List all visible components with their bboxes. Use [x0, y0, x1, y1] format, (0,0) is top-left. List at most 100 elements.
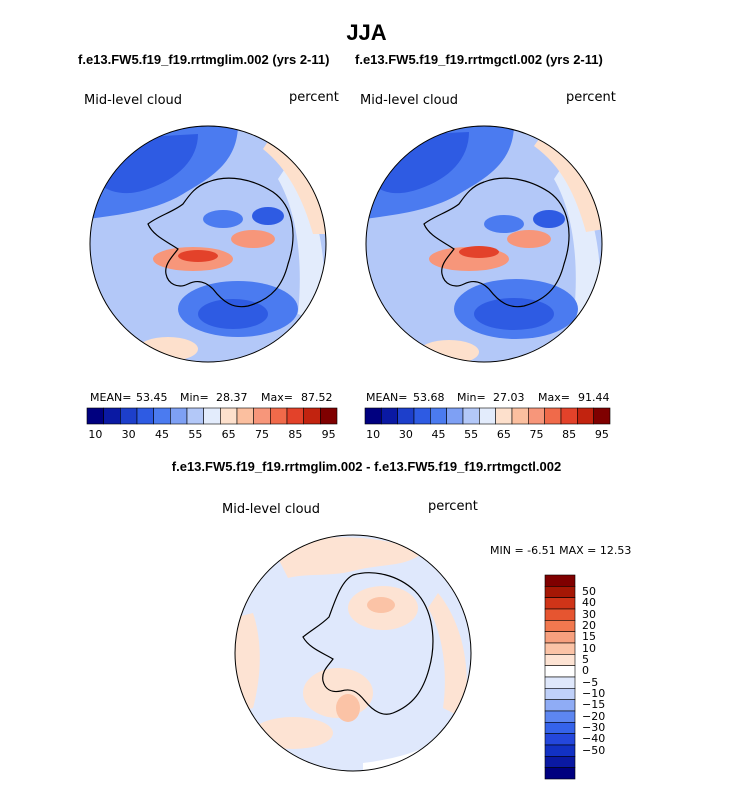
panel-2-colorbar-swatch: [495, 407, 513, 425]
panel-3-colorbar-tick-label: −20: [582, 709, 606, 723]
panel-2-colorbar-swatch: [511, 407, 529, 425]
panel-1-colorbar-tick-label: 65: [221, 428, 236, 441]
panel-2-blue-region-northeast: [533, 210, 565, 228]
panel-2-antarctica-outline: [423, 177, 570, 308]
panel-2-colorbar-swatch: [544, 407, 562, 425]
panel-2-colorbar-tick-label: 45: [431, 428, 446, 441]
panel-1-colorbar-swatch: [220, 407, 238, 425]
panel-2-colorbar-tick-label: 55: [464, 428, 479, 441]
panel-2-colorbar-tick-label: 10: [366, 428, 381, 441]
panel-1-blue-region-south-core: [198, 299, 268, 329]
panel-2-colorbar-swatch: [446, 407, 464, 425]
panel-2-field-label: Mid-level cloud: [360, 93, 459, 108]
panel-2-colorbar-tick-label: 30: [398, 428, 413, 441]
panel-2-colorbar-swatch: [397, 407, 415, 425]
panel-1-colorbar-swatch: [253, 407, 271, 425]
panel-1-red-region-center: [231, 230, 275, 248]
panel-1-blue-region-northeast: [252, 207, 284, 225]
panel-1-max-value: 87.52: [301, 391, 333, 404]
panel-3-colorbar-tick-label: −5: [582, 675, 599, 689]
panel-1-peach-region-northeast: [263, 134, 326, 234]
panel-3-colorbar-swatch: [544, 767, 576, 780]
panel-1-colorbar-swatch: [120, 407, 138, 425]
panel-2-peach-region-northeast: [534, 132, 602, 232]
panel-3-colorbar-tick-label: −50: [582, 743, 606, 757]
panel-3-colorbar-tick-label: −10: [582, 687, 606, 700]
panel-2-colorbar-tick-label: 85: [562, 428, 577, 441]
panel-1-blue-region-north: [203, 210, 243, 228]
panel-1-colorbar-swatch: [186, 407, 204, 425]
panel-2-mean-label: MEAN=: [366, 391, 408, 404]
panel-3-colorbar-tick-label: 10: [582, 641, 596, 655]
panel-3-colorbar-swatch: [544, 642, 576, 655]
panel-2-colorbar-swatch: [413, 407, 431, 425]
panel-1-min-label: Min=: [180, 391, 209, 404]
panel-3-antarctica-outline: [302, 572, 434, 715]
panel-2-colorbar-swatch: [364, 407, 382, 425]
panel-3-colorbar-swatch: [544, 756, 576, 768]
panel-1-colorbar-swatch: [136, 407, 154, 425]
panel-2-max-label: Max=: [538, 391, 570, 404]
panel-3-colorbar-swatch: [544, 710, 576, 723]
panel-1-colorbar: [86, 407, 338, 425]
panel-3-colorbar-swatch: [544, 744, 576, 757]
panel-3-map: [234, 534, 472, 772]
panel-2-colorbar-tick-label: 95: [594, 428, 609, 441]
panel-3-white-region-southeast: [363, 728, 463, 771]
panel-3-colorbar-tick-label: 15: [582, 630, 596, 644]
panel-1-colorbar-swatch: [103, 407, 121, 425]
panel-3-colorbar: [544, 574, 576, 780]
panel-3-colorbar-tick-label: −40: [582, 732, 606, 746]
panel-2-colorbar: [364, 407, 611, 425]
panel-3-peach-region-east: [428, 593, 467, 718]
panel-1-field-label: Mid-level cloud: [84, 93, 183, 108]
panel-2-blue-region-south-core: [474, 298, 554, 330]
panel-1-units: percent: [289, 90, 339, 105]
panel-1-colorbar-swatch: [286, 407, 304, 425]
panel-2-colorbar-swatch: [381, 407, 398, 425]
panel-3-peach-region-center-north-core: [367, 597, 395, 613]
panel-3-colorbar-tick-label: 30: [582, 607, 596, 621]
panel-1-colorbar-tick-label: 55: [188, 428, 203, 441]
panel-2-peach-region-southwest: [419, 340, 479, 362]
panel-2-colorbar-tick-label: 65: [496, 428, 511, 441]
panel-2-colorbar-swatch: [528, 407, 545, 425]
panel-2-colorbar-swatch: [577, 407, 594, 425]
panel-1-colorbar-tick-label: 30: [121, 428, 136, 441]
panel-2-colorbar-swatch: [479, 407, 496, 425]
panel-3-colorbar-swatch: [544, 699, 576, 712]
panel-1-antarctica-outline: [147, 177, 294, 308]
panel-2-min-value: 27.03: [493, 391, 525, 404]
panel-1-peach-region-southwest: [138, 337, 198, 361]
panel-1-colorbar-swatch: [236, 407, 254, 425]
panel-3-colorbar-swatch: [544, 676, 576, 689]
panel-3-units: percent: [428, 499, 478, 514]
figure-title: JJA: [346, 20, 387, 45]
panel-2-blue-region-north: [484, 215, 524, 233]
panel-3-colorbar-swatch: [544, 631, 576, 644]
panel-2-colorbar-swatch: [430, 407, 447, 425]
panel-3-peach-region-southwest: [253, 717, 333, 749]
panel-1-colorbar-tick-label: 75: [255, 428, 269, 441]
panel-1-light-region-east: [278, 164, 325, 324]
panel-1-colorbar-swatch: [320, 407, 338, 425]
panel-3-colorbar-tick-label: −15: [582, 698, 606, 712]
panel-2-red-region-west-core: [459, 246, 499, 258]
panel-3-field-label: Mid-level cloud: [222, 502, 321, 517]
panel-1-colorbar-swatch: [270, 407, 288, 425]
panel-2-subtitle: f.e13.FW5.f19_f19.rrtmgctl.002 (yrs 2-11…: [355, 52, 603, 67]
panel-1-colorbar-tick-label: 10: [88, 428, 103, 441]
panel-2-colorbar-swatch: [462, 407, 480, 425]
panel-1-colorbar-tick-label: 85: [288, 428, 303, 441]
panel-3-colorbar-swatch: [544, 597, 576, 610]
panel-3-colorbar-tick-label: 20: [582, 619, 596, 632]
panel-2-red-region-center: [507, 230, 551, 248]
panel-3-colorbar-tick-label: 0: [582, 664, 589, 678]
panel-3-colorbar-swatch: [544, 688, 576, 700]
panel-3-colorbar-swatch: [544, 620, 576, 632]
panel-3-colorbar-swatch: [544, 654, 576, 666]
panel-3-colorbar-tick-label: 5: [582, 653, 589, 666]
panel-3-colorbar-swatch: [544, 665, 576, 678]
panel-2-min-label: Min=: [457, 391, 486, 404]
panel-1-min-value: 28.37: [216, 391, 248, 404]
